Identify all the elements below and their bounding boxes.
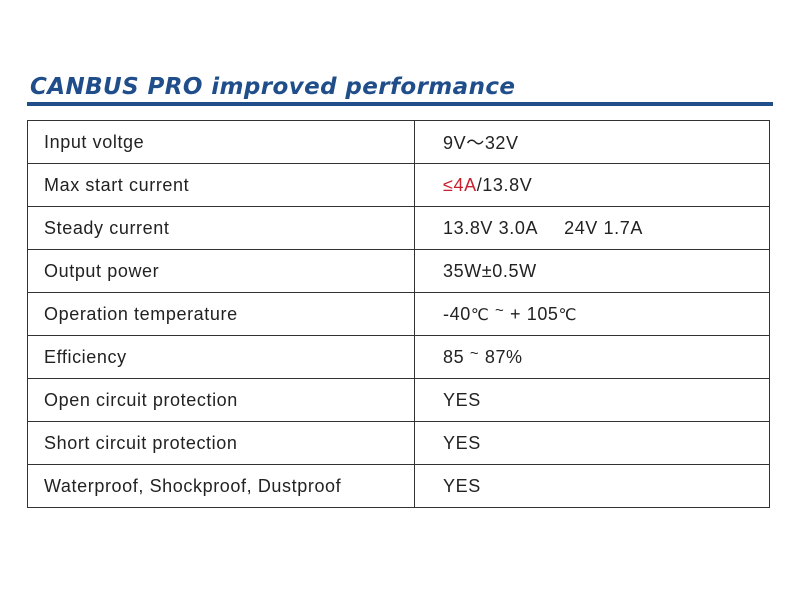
- spec-value-part: 87%: [484, 346, 523, 367]
- table-row: Output power 35W±0.5W: [27, 249, 770, 293]
- range-separator: ~: [495, 301, 505, 319]
- page-title: CANBUS PRO improved performance: [30, 74, 516, 100]
- celsius-unit: ℃: [470, 306, 490, 324]
- spec-label: Steady current: [27, 206, 415, 250]
- table-row: Open circuit protection YES: [27, 378, 770, 422]
- table-row: Steady current 13.8V 3.0A 24V 1.7A: [27, 206, 770, 250]
- spec-value: -40℃ ~ + 105℃: [414, 292, 770, 336]
- spec-label: Output power: [27, 249, 415, 293]
- table-row: Waterproof, Shockproof, Dustproof YES: [27, 464, 770, 508]
- spec-value: 13.8V 3.0A 24V 1.7A: [414, 206, 770, 250]
- spec-label: Open circuit protection: [27, 378, 415, 422]
- celsius-unit: ℃: [558, 306, 578, 324]
- spec-value-part: -40: [443, 303, 471, 324]
- spec-label: Efficiency: [27, 335, 415, 379]
- spec-value: YES: [414, 464, 770, 508]
- spec-value: 9V～32V: [414, 120, 770, 164]
- spec-value: 35W±0.5W: [414, 249, 770, 293]
- spec-value: YES: [414, 378, 770, 422]
- title-underline: [27, 102, 773, 106]
- spec-value-rest: /13.8V: [476, 174, 533, 195]
- range-separator: ~: [469, 344, 480, 362]
- table-row: Efficiency 85 ~ 87%: [27, 335, 770, 379]
- spec-label: Max start current: [27, 163, 415, 207]
- spec-value-part: 24V 1.7A: [564, 217, 643, 238]
- spec-value-part: + 105: [504, 303, 559, 324]
- table-row: Max start current ≤4A/13.8V: [27, 163, 770, 207]
- spec-value: YES: [414, 421, 770, 465]
- spec-table: Input voltge 9V～32V Max start current ≤4…: [27, 120, 770, 508]
- table-row: Short circuit protection YES: [27, 421, 770, 465]
- spec-value-highlight: ≤4A: [443, 174, 477, 195]
- table-row: Operation temperature -40℃ ~ + 105℃: [27, 292, 770, 336]
- spec-value: ≤4A/13.8V: [414, 163, 770, 207]
- spec-label: Input voltge: [27, 120, 415, 164]
- spec-value-part: 13.8V 3.0A: [443, 217, 539, 238]
- spec-label: Operation temperature: [27, 292, 415, 336]
- spec-value-part: 85: [443, 346, 465, 367]
- spec-value: 85 ~ 87%: [414, 335, 770, 379]
- table-row: Input voltge 9V～32V: [27, 120, 770, 164]
- spec-label: Waterproof, Shockproof, Dustproof: [27, 464, 415, 508]
- spec-label: Short circuit protection: [27, 421, 415, 465]
